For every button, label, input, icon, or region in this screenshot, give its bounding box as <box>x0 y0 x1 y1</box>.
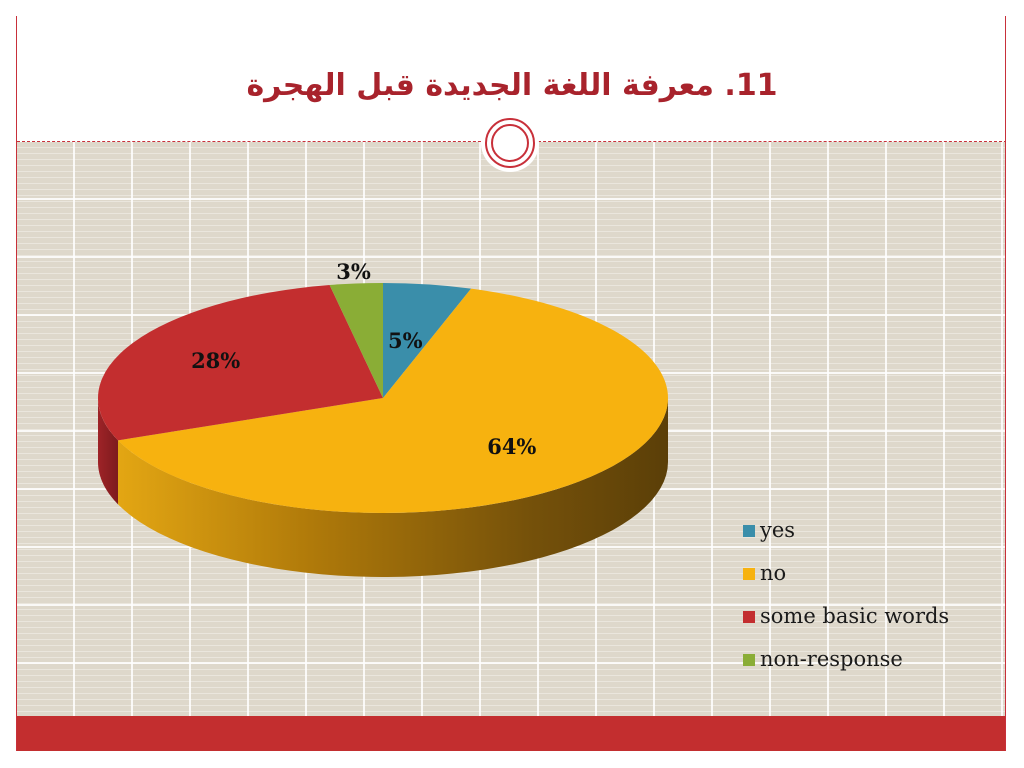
legend-label: some basic words <box>760 604 950 628</box>
pie-tops <box>98 283 669 514</box>
legend: yes no some basic words non-response <box>743 516 1003 688</box>
legend-swatch <box>743 568 755 580</box>
pie-sides <box>98 398 668 577</box>
data-label-non-response: 3% <box>336 259 371 284</box>
pie-slice-yes <box>383 283 472 398</box>
chart-area: 5% 64% 28% 3% yes no some basic words non-resp… <box>17 142 1005 716</box>
legend-label: non-response <box>760 647 903 671</box>
legend-item: some basic words <box>743 602 1003 645</box>
pie-slice-some-basic-words <box>98 285 383 441</box>
pie-chart: 5% 64% 28% 3% <box>98 259 669 577</box>
legend-swatch <box>743 611 755 623</box>
legend-item: yes <box>743 516 1003 559</box>
data-label-no: 64% <box>487 434 536 459</box>
legend-label: no <box>760 561 787 585</box>
legend-swatch <box>743 525 755 537</box>
pie-slice-non-response <box>329 283 383 398</box>
pie-labels: 5% 64% 28% 3% <box>191 259 536 459</box>
legend-item: no <box>743 559 1003 602</box>
footer-bar <box>17 716 1005 751</box>
legend-label: yes <box>760 518 796 542</box>
pie-slice-no <box>118 288 669 514</box>
slide-title: 11. معرفة اللغة الجديدة قبل الهجرة <box>246 68 778 103</box>
pie-side-some-basic-words <box>98 398 119 505</box>
data-label-some-basic-words: 28% <box>191 348 240 373</box>
legend-item: non-response <box>743 645 1003 688</box>
data-label-yes: 5% <box>388 328 423 353</box>
pie-side-no <box>118 398 668 577</box>
slide: 11. معرفة اللغة الجديدة قبل الهجرة 5% 64%… <box>16 16 1006 751</box>
legend-swatch <box>743 654 755 666</box>
divider-ornament-icon <box>481 114 539 172</box>
